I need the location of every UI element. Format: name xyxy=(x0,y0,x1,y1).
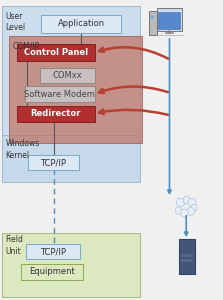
Ellipse shape xyxy=(175,207,182,214)
FancyBboxPatch shape xyxy=(28,155,79,170)
FancyBboxPatch shape xyxy=(181,254,193,256)
Text: Field
Unit: Field Unit xyxy=(6,236,23,256)
FancyBboxPatch shape xyxy=(21,264,83,280)
Ellipse shape xyxy=(188,198,196,207)
FancyBboxPatch shape xyxy=(158,12,180,29)
FancyBboxPatch shape xyxy=(2,6,140,144)
Ellipse shape xyxy=(191,204,197,211)
Text: COMxx: COMxx xyxy=(53,71,82,80)
FancyBboxPatch shape xyxy=(25,86,95,102)
Text: Windows
Kernel: Windows Kernel xyxy=(6,140,40,160)
FancyBboxPatch shape xyxy=(179,239,195,274)
FancyBboxPatch shape xyxy=(181,259,193,262)
FancyBboxPatch shape xyxy=(149,11,157,35)
Text: Control Panel: Control Panel xyxy=(24,48,88,57)
FancyBboxPatch shape xyxy=(157,8,182,31)
Text: Software Modem: Software Modem xyxy=(24,90,95,99)
Text: Application: Application xyxy=(58,19,105,28)
Ellipse shape xyxy=(176,198,185,207)
Ellipse shape xyxy=(183,196,190,204)
Circle shape xyxy=(151,16,153,18)
FancyBboxPatch shape xyxy=(2,135,140,182)
FancyBboxPatch shape xyxy=(9,36,142,142)
Text: TCP/IP: TCP/IP xyxy=(40,247,66,256)
Text: User
Level: User Level xyxy=(6,12,26,32)
FancyBboxPatch shape xyxy=(2,232,140,297)
FancyBboxPatch shape xyxy=(41,15,121,33)
Text: COM/IP: COM/IP xyxy=(12,41,39,50)
Ellipse shape xyxy=(180,209,188,217)
Text: Redirector: Redirector xyxy=(31,109,81,118)
FancyBboxPatch shape xyxy=(26,244,80,259)
Text: TCP/IP: TCP/IP xyxy=(41,158,66,167)
Text: Equipment: Equipment xyxy=(29,267,75,276)
Ellipse shape xyxy=(187,208,195,215)
FancyBboxPatch shape xyxy=(17,106,95,122)
FancyBboxPatch shape xyxy=(17,44,95,61)
FancyBboxPatch shape xyxy=(40,68,95,83)
